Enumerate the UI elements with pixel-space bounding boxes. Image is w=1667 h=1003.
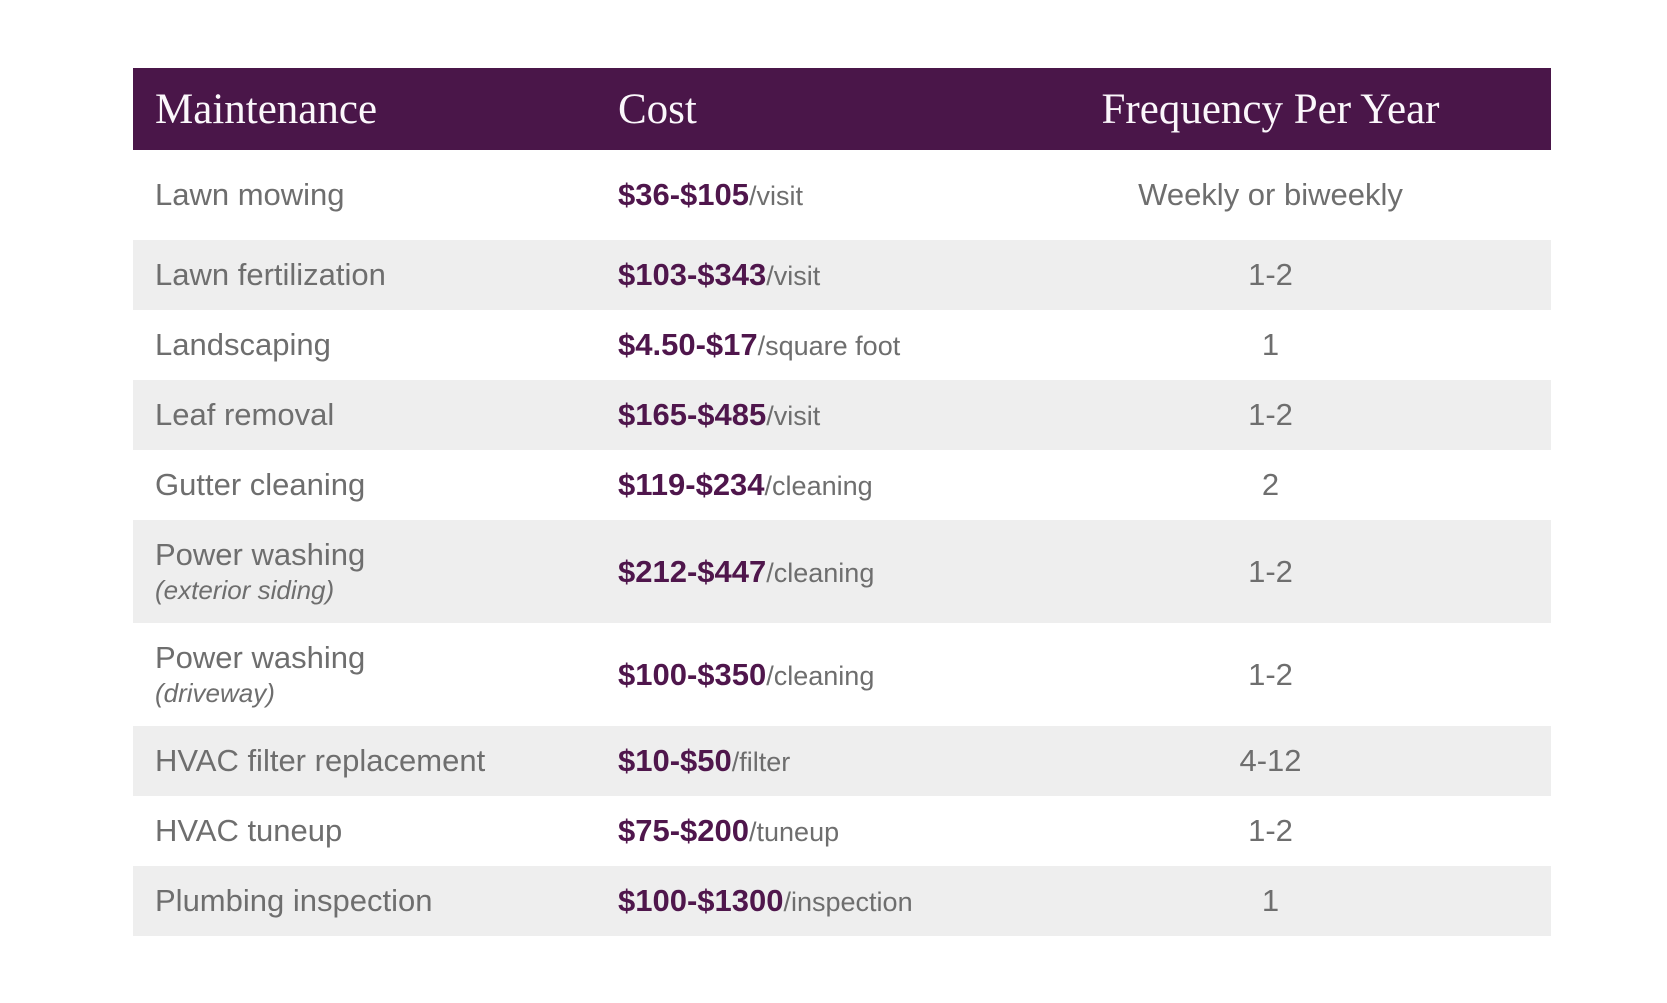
cost-unit: /cleaning (764, 471, 873, 501)
cost-cell: $75-$200/tuneup (605, 813, 990, 849)
cost-cell: $10-$50/filter (605, 743, 990, 779)
cost-range: $100-$1300 (618, 883, 784, 918)
cost-unit: /inspection (783, 887, 913, 917)
cost-cell: $103-$343/visit (605, 257, 990, 293)
maintenance-label: HVAC filter replacement (155, 743, 486, 779)
maintenance-cell: Plumbing inspection (133, 883, 605, 919)
frequency-cell: 1-2 (1248, 656, 1293, 692)
cost-cell: $119-$234/cleaning (605, 467, 990, 503)
cost-range: $165-$485 (618, 397, 767, 432)
cost-range: $10-$50 (618, 743, 732, 778)
header-frequency: Frequency Per Year (1101, 85, 1440, 133)
cost-range: $75-$200 (618, 813, 750, 848)
table-row: Landscaping $4.50-$17/square foot 1 (133, 310, 1551, 380)
cost-range: $100-$350 (618, 656, 767, 692)
maintenance-label: Lawn mowing (155, 177, 345, 213)
table-row: Leaf removal $165-$485/visit 1-2 (133, 380, 1551, 450)
maintenance-cell: HVAC filter replacement (133, 743, 605, 779)
maintenance-cell: Lawn mowing (133, 177, 605, 213)
table-row: Lawn fertilization $103-$343/visit 1-2 (133, 240, 1551, 310)
cost-cell: $100-$350/cleaning (605, 657, 990, 693)
maintenance-cost-table: Maintenance Cost Frequency Per Year Lawn… (133, 68, 1551, 936)
cost-unit: /cleaning (766, 660, 875, 691)
frequency-cell: 1 (1261, 883, 1280, 918)
maintenance-label: Gutter cleaning (155, 467, 366, 503)
table-row: HVAC tuneup $75-$200/tuneup 1-2 (133, 796, 1551, 866)
maintenance-label: Plumbing inspection (155, 883, 433, 919)
frequency-cell: 1-2 (1248, 813, 1293, 848)
cost-unit: /visit (749, 181, 804, 211)
frequency-cell: 2 (1261, 467, 1280, 502)
maintenance-cell: Landscaping (133, 327, 605, 363)
maintenance-label: Leaf removal (155, 397, 335, 433)
maintenance-cell: Leaf removal (133, 397, 605, 433)
table-header-row: Maintenance Cost Frequency Per Year (133, 68, 1551, 150)
cost-unit: /filter (731, 747, 791, 777)
frequency-cell: Weekly or biweekly (1138, 177, 1403, 212)
cost-range: $103-$343 (618, 257, 767, 292)
maintenance-cell: Power washing (exterior siding) (133, 537, 605, 606)
table-row: Power washing (exterior siding) $212-$44… (133, 520, 1551, 623)
maintenance-note: (exterior siding) (155, 574, 335, 605)
cost-unit: /square foot (757, 331, 901, 361)
cost-cell: $36-$105/visit (605, 177, 990, 213)
maintenance-note: (driveway) (155, 677, 275, 708)
maintenance-label: Landscaping (155, 327, 331, 363)
cost-cell: $100-$1300/inspection (605, 883, 990, 919)
frequency-cell: 4-12 (1239, 743, 1302, 778)
frequency-cell: 1-2 (1248, 257, 1293, 292)
table-row: Plumbing inspection $100-$1300/inspectio… (133, 866, 1551, 936)
maintenance-cell: Power washing (driveway) (133, 640, 605, 709)
maintenance-cell: Gutter cleaning (133, 467, 605, 503)
cost-cell: $4.50-$17/square foot (605, 327, 990, 363)
table-row: Lawn mowing $36-$105/visit Weekly or biw… (133, 150, 1551, 240)
cost-unit: /cleaning (766, 557, 875, 588)
cost-cell: $165-$485/visit (605, 397, 990, 433)
maintenance-cell: HVAC tuneup (133, 813, 605, 849)
maintenance-label: Power washing (155, 537, 366, 573)
table-row: Gutter cleaning $119-$234/cleaning 2 (133, 450, 1551, 520)
cost-range: $119-$234 (618, 467, 765, 502)
frequency-cell: 1-2 (1248, 397, 1293, 432)
cost-unit: /visit (766, 261, 821, 291)
cost-unit: /visit (766, 401, 821, 431)
cost-range: $4.50-$17 (618, 327, 758, 362)
table-row: HVAC filter replacement $10-$50/filter 4… (133, 726, 1551, 796)
frequency-cell: 1-2 (1248, 553, 1293, 589)
table-row: Power washing (driveway) $100-$350/clean… (133, 623, 1551, 726)
cost-range: $36-$105 (618, 177, 750, 212)
cost-cell: $212-$447/cleaning (605, 554, 990, 590)
maintenance-label: Lawn fertilization (155, 257, 386, 293)
frequency-cell: 1 (1261, 327, 1280, 362)
maintenance-label: Power washing (155, 640, 366, 676)
cost-unit: /tuneup (749, 817, 840, 847)
header-maintenance: Maintenance (155, 85, 378, 133)
cost-range: $212-$447 (618, 553, 767, 589)
maintenance-label: HVAC tuneup (155, 813, 343, 849)
header-cost: Cost (618, 85, 697, 133)
maintenance-cell: Lawn fertilization (133, 257, 605, 293)
